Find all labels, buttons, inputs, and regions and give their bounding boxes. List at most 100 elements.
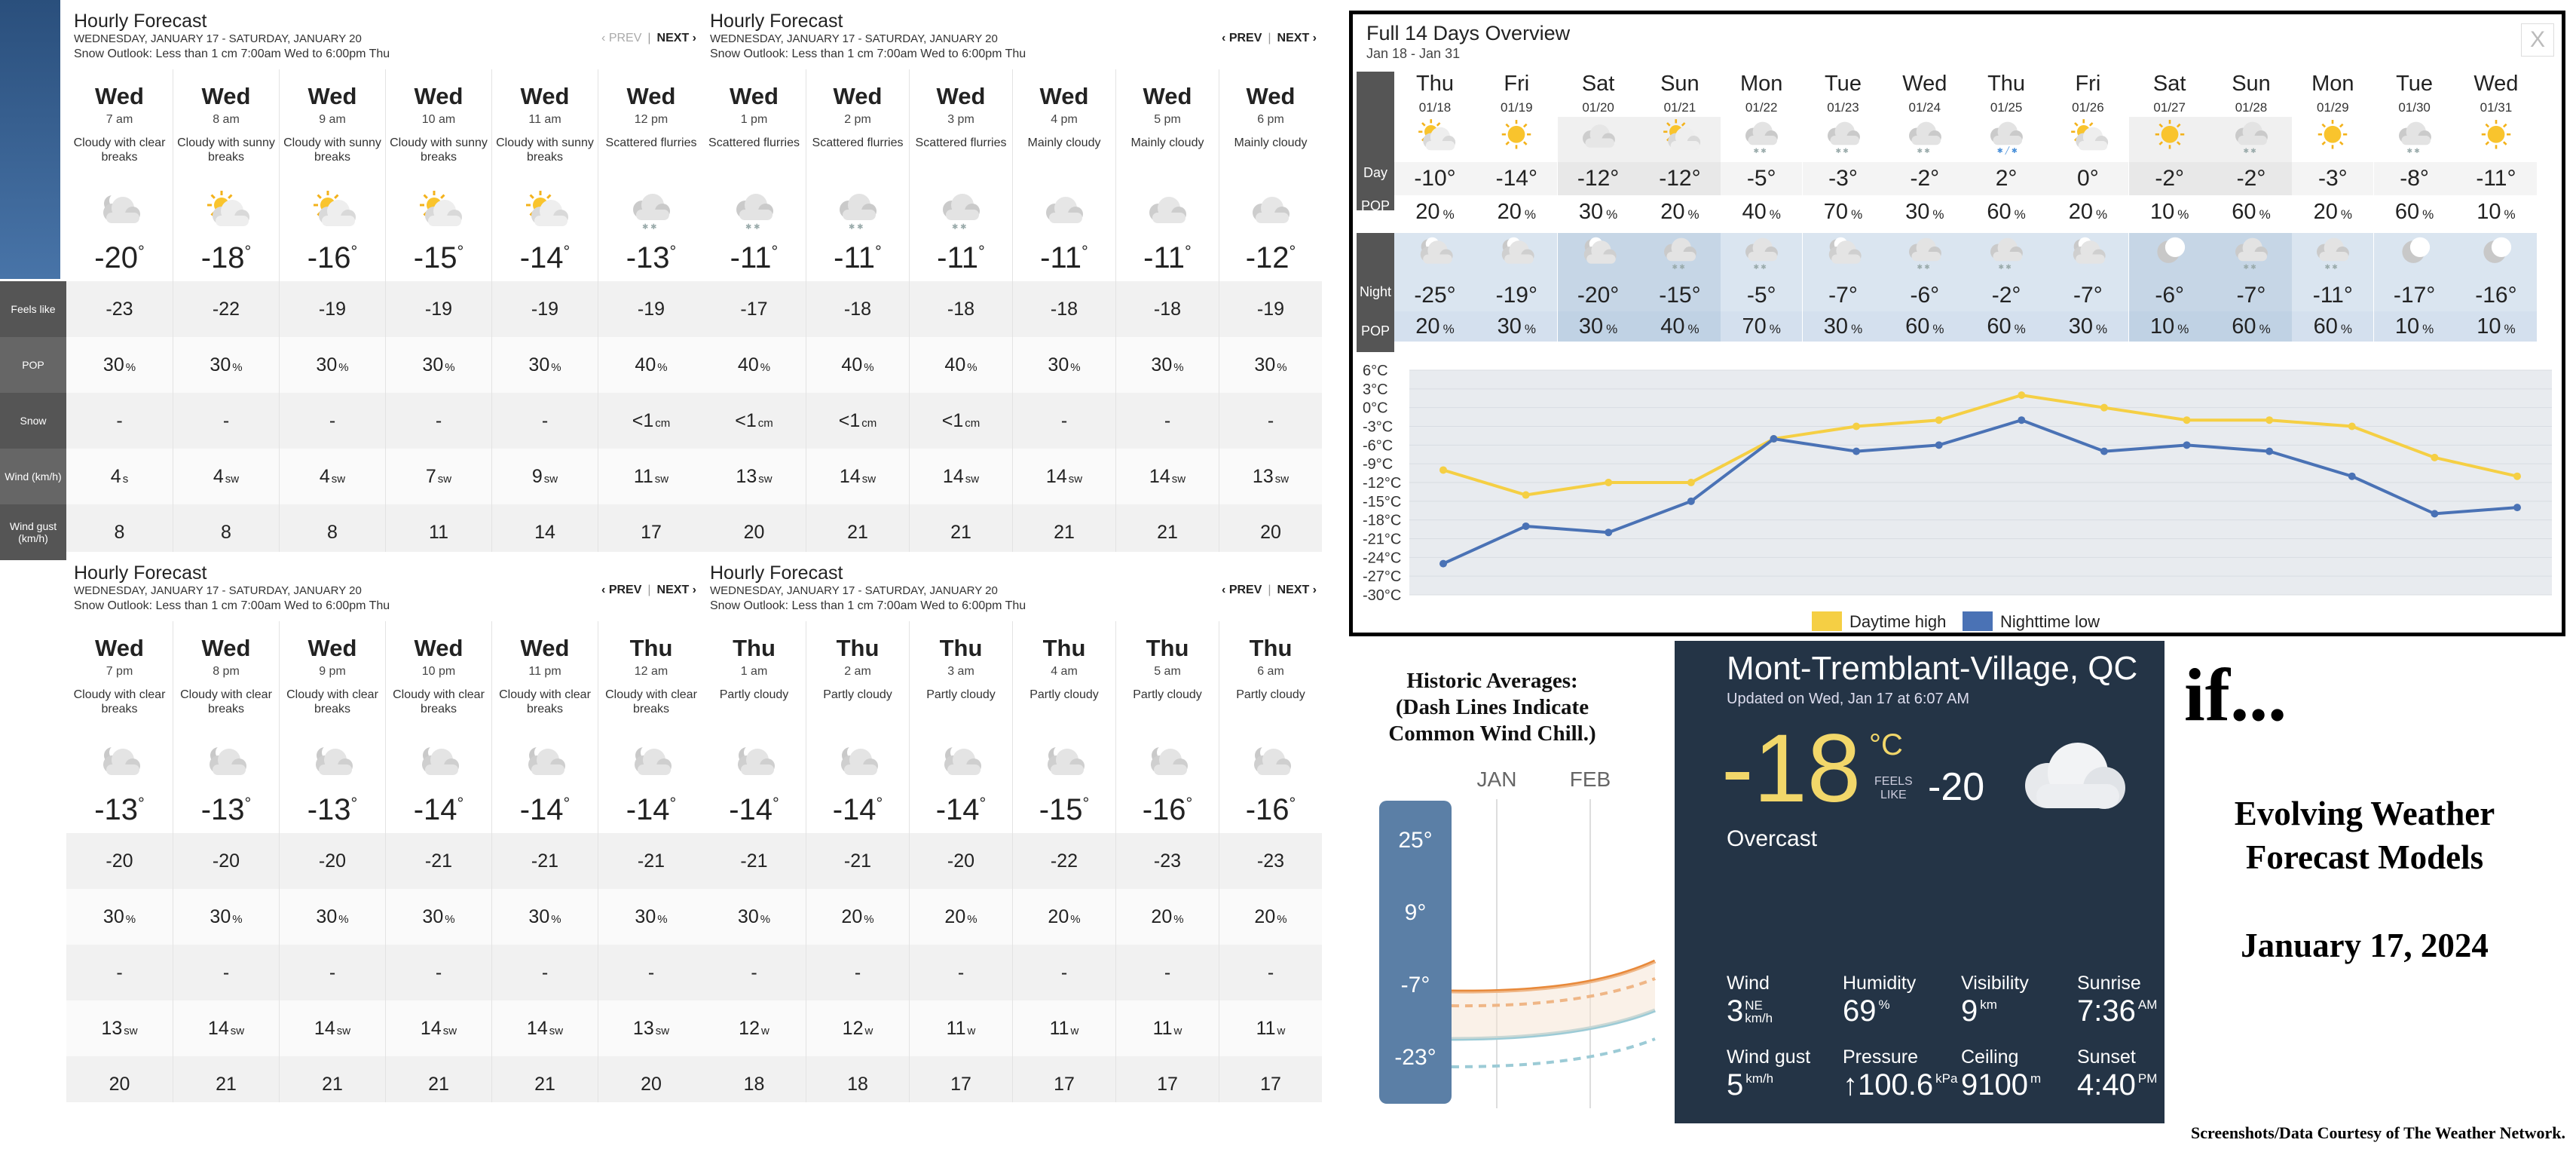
day-high: -2° xyxy=(2128,162,2210,195)
hour-column: Wed 2 pm Scattered flurries ✱ ✱ -11° -18 4… xyxy=(806,69,909,554)
hour-gust: 8 xyxy=(66,504,173,554)
flurries-icon: ✱ ✱ xyxy=(2210,117,2292,162)
row-label: Snow xyxy=(0,393,66,449)
overview-date: 01/19 xyxy=(1501,100,1533,115)
panel-header: Hourly Forecast WEDNESDAY, JANUARY 17 - … xyxy=(66,552,704,618)
day-high: -14° xyxy=(1476,162,1558,195)
scale-9: 9° xyxy=(1405,900,1427,925)
hour-day: Wed xyxy=(95,83,144,109)
hour-condition: Cloudy with sunny breaks xyxy=(390,136,488,164)
hour-snow: - xyxy=(492,393,598,449)
if-heading: if... xyxy=(2184,653,2287,737)
hour-column: Thu 2 am Partly cloudy -14° -21 20% -12 w 18 xyxy=(806,621,909,1102)
prev-button[interactable]: ‹ PREV xyxy=(1222,32,1262,44)
next-button[interactable]: NEXT › xyxy=(656,584,696,596)
daytime-high-point xyxy=(1852,422,1861,430)
hour-condition: Partly cloudy xyxy=(1236,688,1305,701)
legend-low-label: Nighttime low xyxy=(2000,612,2100,631)
hour-temperature: -14° xyxy=(519,793,571,826)
hour-time: 11 pm xyxy=(528,665,561,678)
stat-value: ↑100.6 kPa xyxy=(1843,1068,1958,1102)
night-pop: 10% xyxy=(2455,311,2537,342)
next-button[interactable]: NEXT › xyxy=(656,32,696,44)
day-high: 2° xyxy=(1966,162,2048,195)
hour-temperature: -13° xyxy=(94,793,145,826)
night-pop: 60% xyxy=(1966,311,2048,342)
hour-day: Wed xyxy=(307,83,357,109)
night-low: -7° xyxy=(2047,280,2129,311)
hour-snow: - xyxy=(1013,393,1115,449)
hour-gust: 21 xyxy=(492,1056,598,1102)
current-stat: Visibility 9 km xyxy=(1961,973,2029,1028)
hour-temperature: -13° xyxy=(626,241,677,274)
row-label: Feels like xyxy=(0,281,66,337)
hour-day: Thu xyxy=(733,635,776,661)
overview-date: 01/25 xyxy=(1990,100,2023,115)
daytime-high-line xyxy=(1442,394,2518,497)
month-jan: JAN xyxy=(1477,768,1517,791)
prev-button[interactable]: ‹ PREV xyxy=(601,584,642,596)
nighttime-low-point xyxy=(1935,441,1943,449)
hour-day: Wed xyxy=(730,83,779,109)
day-pop: 10% xyxy=(2128,195,2210,228)
hour-wind: 11 w xyxy=(1219,1000,1322,1056)
hour-wind: 9 sw xyxy=(492,449,598,504)
night-pop: 10% xyxy=(2373,311,2455,342)
overview-title: Full 14 Days Overview xyxy=(1366,22,1571,44)
hour-column: Wed 5 pm Mainly cloudy -11° -18 30% -14 sw 21 xyxy=(1115,69,1219,554)
hour-temperature: -14° xyxy=(519,241,571,274)
hour-column: Wed 9 pm Cloudy with clear breaks -13° -2… xyxy=(279,621,385,1102)
hour-pop: 30% xyxy=(598,889,704,945)
hour-condition: Partly cloudy xyxy=(823,688,892,701)
hour-temperature: -14° xyxy=(935,793,987,826)
svg-text:✱ ╱ ✱: ✱ ╱ ✱ xyxy=(1997,146,2018,155)
panel-nav: ‹ PREV | NEXT › xyxy=(1222,32,1317,45)
prev-button[interactable]: ‹ PREV xyxy=(601,32,642,44)
evolving-title-line-1: Evolving Weather xyxy=(2234,795,2495,832)
hour-temperature: -11° xyxy=(1143,241,1192,274)
next-button[interactable]: NEXT › xyxy=(1277,32,1317,44)
hour-snow: - xyxy=(492,945,598,1000)
daytime-high-point xyxy=(2183,416,2191,424)
legend-high-swatch xyxy=(1812,611,1842,631)
hour-snow: <1 cm xyxy=(598,393,704,449)
hour-feels: -18 xyxy=(1116,281,1219,337)
hour-column: Wed 12 pm Scattered flurries ✱ ✱ -13° -19… xyxy=(598,69,704,554)
hour-pop: 40% xyxy=(702,337,806,393)
night-pop: 40% xyxy=(1638,311,1721,342)
snow-outlook: Snow Outlook: Less than 1 cm 7:00am Wed … xyxy=(74,599,390,612)
hour-day: Wed xyxy=(414,635,463,661)
hour-feels: -17 xyxy=(702,281,806,337)
chart-y-tick: -24°C xyxy=(1363,550,1401,566)
hour-column: Thu 1 am Partly cloudy -14° -21 30% -12 w 18 xyxy=(702,621,806,1102)
hour-temperature: -13° xyxy=(200,793,252,826)
snow-outlook: Snow Outlook: Less than 1 cm 7:00am Wed … xyxy=(710,47,1026,60)
hour-snow: - xyxy=(386,393,491,449)
stat-label: Sunset xyxy=(2077,1046,2136,1068)
hour-temperature: -16° xyxy=(307,241,358,274)
fourteen-day-overview: Full 14 Days Overview Jan 18 - Jan 31 X … xyxy=(1349,11,2565,636)
hour-column: Thu 3 am Partly cloudy -14° -20 20% -11 w 17 xyxy=(909,621,1012,1102)
chart-y-tick: 0°C xyxy=(1363,400,1388,417)
stat-value: 4:40 PM xyxy=(2077,1068,2158,1102)
night-pop: 60% xyxy=(2292,311,2374,342)
hour-pop: 20% xyxy=(1219,889,1322,945)
chart-y-tick: -12°C xyxy=(1363,475,1401,492)
hour-condition: Cloudy with sunny breaks xyxy=(177,136,275,164)
partly-cloudy-night-icon xyxy=(730,740,779,783)
day-high: -3° xyxy=(1802,162,1884,195)
hour-time: 6 pm xyxy=(1257,113,1284,126)
stat-value: 69% xyxy=(1843,994,1890,1028)
day-pop: 20% xyxy=(1394,195,1476,228)
hour-column: Thu 5 am Partly cloudy -16° -23 20% -11 w 17 xyxy=(1115,621,1219,1102)
next-button[interactable]: NEXT › xyxy=(1277,584,1317,596)
close-button[interactable]: X xyxy=(2521,23,2554,57)
scale-minus-7: -7° xyxy=(1401,973,1430,997)
condition-text: Overcast xyxy=(1727,826,1818,851)
overview-day-name: Sat xyxy=(2152,72,2186,96)
partly-cloudy-night-icon xyxy=(1143,740,1192,783)
hour-time: 10 am xyxy=(421,113,456,126)
overview-day-name: Wed xyxy=(2474,72,2519,96)
current-stat: Wind 3 NE km/h xyxy=(1727,973,1773,1028)
prev-button[interactable]: ‹ PREV xyxy=(1222,584,1262,596)
